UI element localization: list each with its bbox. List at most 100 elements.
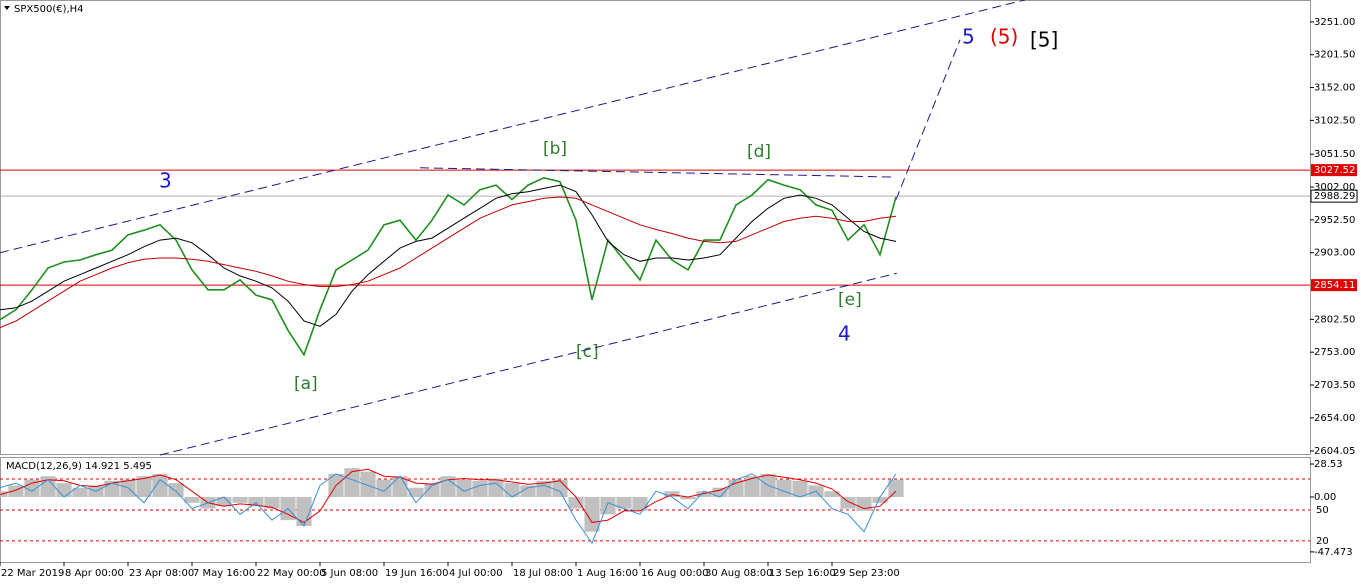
histogram-bar — [168, 483, 184, 497]
y-tick-label: 2753.00 — [1314, 347, 1355, 358]
histogram-bar — [600, 496, 616, 515]
series-line — [0, 196, 897, 329]
x-tick-label: 5 Jun 08:00 — [321, 568, 378, 579]
histogram-bar — [8, 485, 24, 497]
x-tick-label: 1 Aug 16:00 — [577, 568, 638, 579]
wave-label: 5 — [962, 25, 975, 49]
wave-label: (5) — [990, 25, 1018, 49]
histogram-bar — [888, 479, 904, 497]
y-tick-label: 2952.50 — [1314, 215, 1355, 226]
level-box — [1311, 164, 1357, 177]
histogram-bar — [264, 496, 280, 509]
y-tick-label: -47.473 — [1314, 547, 1353, 558]
level-box — [1310, 189, 1358, 203]
histogram-bar — [184, 496, 200, 503]
histogram-bar — [776, 479, 792, 497]
histogram-bar — [488, 478, 504, 497]
histogram-bar — [680, 496, 696, 500]
level-box — [1311, 279, 1357, 292]
x-tick-label: 22 Mar 2019 — [1, 568, 64, 579]
histogram-bar — [232, 496, 248, 503]
x-tick-label: 30 Aug 08:00 — [705, 568, 772, 579]
wave-label: [e] — [838, 290, 862, 310]
histogram-bar — [456, 479, 472, 497]
wave-label: [b] — [543, 139, 567, 159]
histogram-bar — [24, 479, 40, 497]
histogram-bar — [152, 473, 168, 497]
y-tick-label: 2802.50 — [1314, 314, 1355, 325]
histogram-bar — [728, 479, 744, 497]
level-label: 3027.52 — [1314, 165, 1355, 176]
histogram-bar — [392, 476, 408, 497]
histogram-bar — [840, 496, 856, 509]
histogram-bar — [56, 483, 72, 497]
wave-label: [d] — [747, 142, 771, 162]
histogram-bar — [360, 471, 376, 497]
level-label: 2854.11 — [1314, 280, 1355, 291]
histogram-bar — [696, 491, 712, 497]
x-tick-label: 7 May 16:00 — [193, 568, 255, 579]
x-tick-label: 4 Jul 00:00 — [449, 568, 503, 579]
histogram-bar — [344, 468, 360, 497]
menu-icon — [4, 6, 10, 10]
level-label: 2988.29 — [1314, 191, 1355, 202]
histogram-bar — [552, 479, 568, 497]
wave-label: [5] — [1030, 28, 1058, 52]
y-tick-label: 28.53 — [1314, 459, 1343, 470]
y-tick-label: 3102.50 — [1314, 115, 1355, 126]
histogram-bar — [664, 491, 680, 497]
histogram-bar — [744, 476, 760, 497]
series-line — [0, 176, 897, 357]
histogram-bar — [72, 487, 88, 497]
y-tick-label: 2654.00 — [1314, 413, 1355, 424]
histogram-bar — [872, 496, 888, 503]
trend-line — [895, 39, 961, 200]
y-tick-label: 3002.00 — [1314, 182, 1355, 193]
histogram-bar — [408, 487, 424, 497]
level-label: 20 — [1316, 536, 1329, 547]
series-line — [0, 473, 897, 545]
x-tick-label: 22 May 00:00 — [257, 568, 326, 579]
histogram-bar — [616, 496, 632, 509]
histogram-bar — [136, 476, 152, 497]
x-tick-label: 13 Sep 16:00 — [769, 568, 836, 579]
y-tick-label: 0.00 — [1314, 492, 1336, 503]
x-tick-label: 19 Jun 16:00 — [385, 568, 449, 579]
x-tick-label: 8 Apr 00:00 — [65, 568, 124, 579]
x-tick-label: 29 Sep 23:00 — [833, 568, 900, 579]
y-tick-label: 3051.50 — [1314, 149, 1355, 160]
histogram-bar — [376, 479, 392, 497]
x-tick-label: 18 Jul 08:00 — [513, 568, 573, 579]
histogram-bar — [296, 496, 312, 526]
y-tick-label: 2703.50 — [1314, 380, 1355, 391]
wave-label: 4 — [838, 322, 851, 346]
histogram-bar — [248, 496, 264, 507]
x-tick-label: 23 Apr 08:00 — [129, 568, 194, 579]
histogram-bar — [584, 496, 600, 532]
y-tick-label: 3251.00 — [1314, 17, 1355, 28]
histogram-bar — [504, 483, 520, 497]
trend-line — [0, 0, 1025, 254]
histogram-bar — [824, 491, 840, 497]
y-tick-label: 3201.50 — [1314, 50, 1355, 61]
wave-label: [c] — [576, 342, 599, 362]
histogram-bar — [424, 483, 440, 497]
wave-label: 3 — [159, 169, 172, 193]
histogram-bar — [632, 496, 648, 511]
price-pane — [0, 0, 1311, 455]
y-tick-label: 3152.00 — [1314, 83, 1355, 94]
series-line — [0, 184, 897, 327]
level-label: 50 — [1316, 505, 1329, 516]
histogram-bar — [568, 496, 584, 509]
histogram-bar — [472, 480, 488, 497]
trend-line — [159, 272, 897, 456]
histogram-bar — [536, 480, 552, 497]
y-tick-label: 2903.00 — [1314, 248, 1355, 259]
histogram-bar — [216, 496, 232, 507]
histogram-bar — [712, 487, 728, 497]
chart-title: SPX500(€),H4 — [14, 4, 84, 15]
histogram-bar — [520, 485, 536, 497]
histogram-bar — [792, 480, 808, 497]
macd-title: MACD(12,26,9) 14.921 5.495 — [6, 461, 152, 472]
